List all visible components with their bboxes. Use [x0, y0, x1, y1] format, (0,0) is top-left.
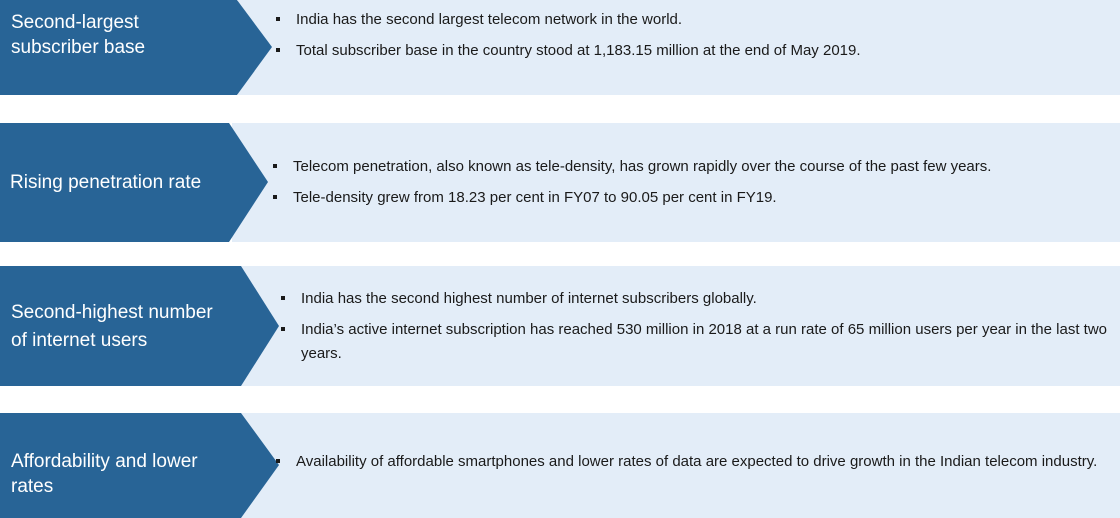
row-internet-users: Second-highest number of internet users …	[0, 266, 1120, 386]
row-title: Rising penetration rate	[10, 170, 201, 195]
bullet-text: Total subscriber base in the country sto…	[296, 42, 861, 59]
bullet-square-icon	[273, 195, 277, 199]
row-chevron	[0, 413, 279, 518]
bullet-text: India has the second largest telecom net…	[296, 11, 683, 28]
bullet-square-icon	[276, 459, 280, 463]
row-panel	[232, 123, 1120, 242]
row-affordability: Affordability and lower rates Availabili…	[0, 413, 1120, 518]
bullet-text: India has the second highest number of i…	[301, 290, 757, 307]
list-item: Total subscriber base in the country sto…	[274, 39, 1094, 63]
bullet-square-icon	[273, 164, 277, 168]
bullet-list: India has the second largest telecom net…	[274, 8, 1094, 63]
bullet-square-icon	[281, 327, 285, 331]
bullet-text: Availability of affordable smartphones a…	[296, 453, 1098, 470]
list-item: Availability of affordable smartphones a…	[274, 450, 1102, 474]
bullet-text: Tele-density grew from 18.23 per cent in…	[293, 189, 777, 206]
row-title-line: Affordability and lower	[11, 451, 198, 472]
row-title-line: rates	[11, 476, 54, 497]
row-panel	[241, 413, 1120, 518]
list-item: India has the second highest number of i…	[279, 287, 1109, 311]
row-title: Affordability and lower rates	[11, 449, 198, 499]
list-item: Tele-density grew from 18.23 per cent in…	[271, 186, 1101, 210]
row-title-line: Second-largest	[11, 12, 139, 33]
row-panel	[241, 266, 1120, 386]
bullet-list: India has the second highest number of i…	[279, 287, 1109, 366]
list-item: Telecom penetration, also known as tele-…	[271, 155, 1101, 179]
row-chevron	[0, 0, 272, 95]
row-chevron	[0, 266, 279, 386]
row-title-line: Second-highest number	[11, 302, 213, 323]
row-title: Second-largest subscriber base	[11, 10, 145, 60]
bullet-square-icon	[276, 17, 280, 21]
bullet-square-icon	[276, 48, 280, 52]
row-title-line: of internet users	[11, 330, 148, 351]
bullet-list: Telecom penetration, also known as tele-…	[271, 155, 1101, 210]
bullet-text: Telecom penetration, also known as tele-…	[293, 158, 992, 175]
bullet-text: India’s active internet subscription has…	[301, 321, 1108, 362]
row-title-line: subscriber base	[11, 37, 146, 58]
bullet-list: Availability of affordable smartphones a…	[274, 450, 1102, 474]
list-item: India has the second largest telecom net…	[274, 8, 1094, 32]
row-title: Second-highest number of internet users	[11, 300, 213, 353]
row-penetration-rate: Rising penetration rate Telecom penetrat…	[0, 123, 1120, 242]
row-chevron	[0, 123, 268, 242]
row-title-line: Rising penetration rate	[10, 172, 202, 193]
row-panel	[238, 0, 1120, 95]
bullet-square-icon	[281, 296, 285, 300]
list-item: India’s active internet subscription has…	[279, 318, 1109, 366]
row-subscriber-base: Second-largest subscriber base India has…	[0, 0, 1120, 95]
